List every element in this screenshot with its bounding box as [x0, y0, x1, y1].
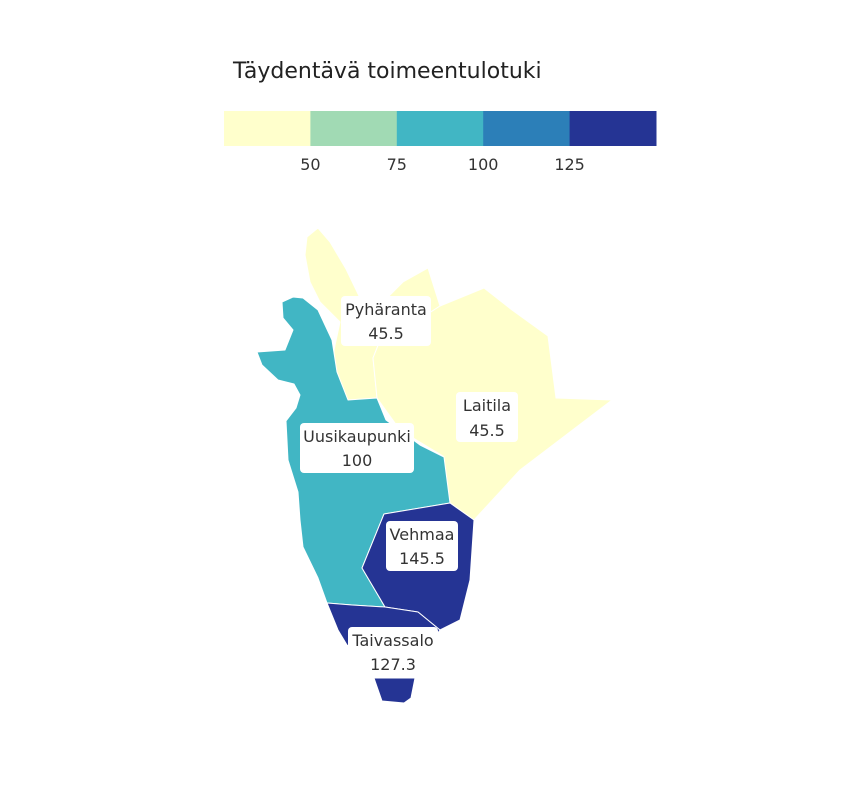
legend-swatch [569, 111, 657, 146]
legend-bins [224, 111, 657, 146]
label-taivassalo: Taivassalo 127.3 [348, 627, 438, 677]
legend-tick-label: 50 [300, 155, 320, 174]
legend: Täydentävä toimeentulotuki 50 75 100 125 [224, 59, 657, 174]
region-value: 45.5 [469, 421, 505, 440]
label-box [348, 627, 438, 677]
label-vehmaa: Vehmaa 145.5 [386, 521, 458, 571]
legend-ticks: 50 75 100 125 [300, 155, 585, 174]
label-laitila: Laitila 45.5 [456, 392, 518, 442]
region-value: 145.5 [399, 549, 445, 568]
legend-title: Täydentävä toimeentulotuki [232, 59, 542, 84]
label-uusikaupunki: Uusikaupunki 100 [300, 423, 414, 473]
region-name: Uusikaupunki [303, 427, 411, 446]
legend-tick-label: 75 [387, 155, 407, 174]
region-labels: Pyhäranta 45.5 Laitila 45.5 Uusikaupunki… [300, 296, 518, 677]
label-box [386, 521, 458, 571]
legend-tick-label: 100 [468, 155, 499, 174]
label-box [300, 423, 414, 473]
region-value: 45.5 [368, 324, 404, 343]
legend-swatch [224, 111, 311, 146]
region-value: 100 [342, 451, 373, 470]
legend-swatch [396, 111, 484, 146]
region-value: 127.3 [370, 655, 416, 674]
label-pyharanta: Pyhäranta 45.5 [341, 296, 431, 346]
legend-tick-label: 125 [554, 155, 585, 174]
region-name: Laitila [463, 396, 511, 415]
legend-swatch [310, 111, 398, 146]
legend-swatch [483, 111, 571, 146]
region-name: Vehmaa [390, 525, 455, 544]
label-box [456, 392, 518, 442]
region-name: Pyhäranta [345, 300, 427, 319]
region-taivassalo-islet[interactable] [373, 677, 416, 704]
region-name: Taivassalo [351, 631, 433, 650]
label-box [341, 296, 431, 346]
